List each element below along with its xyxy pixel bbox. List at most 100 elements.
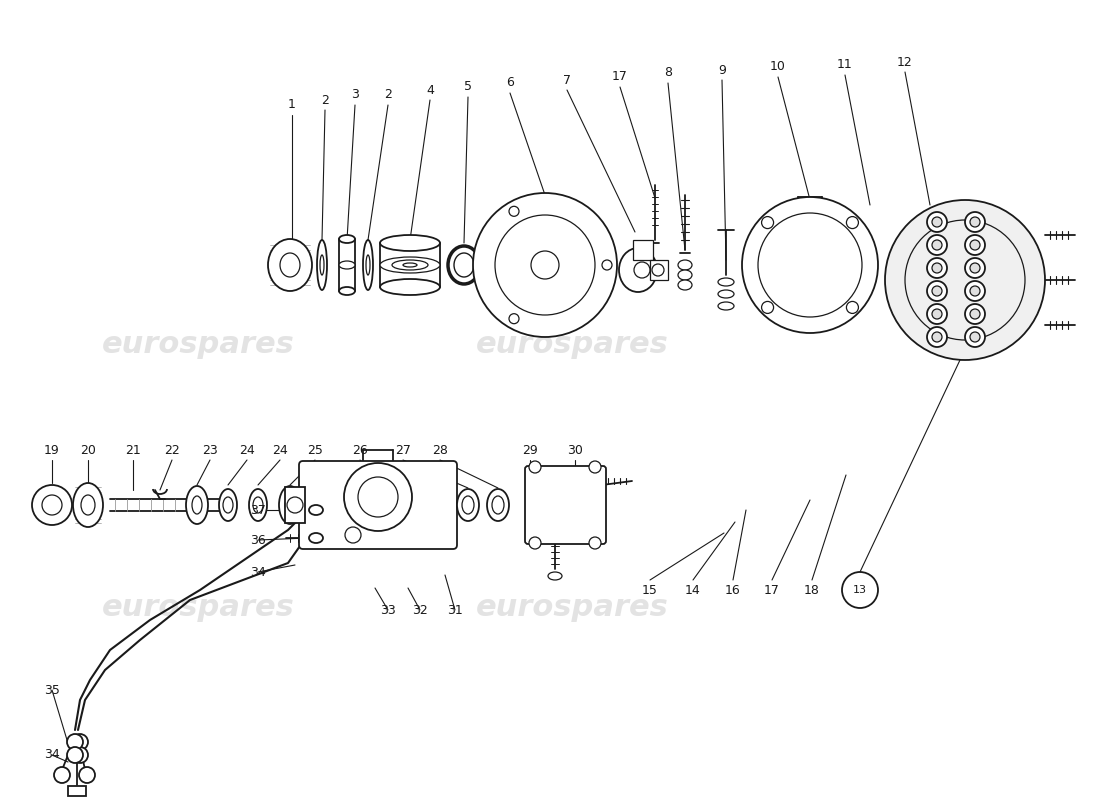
- Text: 13: 13: [852, 585, 867, 595]
- Circle shape: [886, 200, 1045, 360]
- Circle shape: [531, 251, 559, 279]
- Text: 16: 16: [725, 583, 741, 597]
- Circle shape: [758, 213, 862, 317]
- Circle shape: [970, 286, 980, 296]
- Bar: [650, 260, 668, 280]
- Circle shape: [495, 215, 595, 315]
- Text: 25: 25: [307, 443, 323, 457]
- Circle shape: [473, 193, 617, 337]
- Circle shape: [927, 212, 947, 232]
- Circle shape: [927, 235, 947, 255]
- Circle shape: [761, 217, 773, 229]
- Circle shape: [345, 527, 361, 543]
- FancyBboxPatch shape: [525, 466, 606, 544]
- Circle shape: [344, 463, 412, 531]
- Text: 31: 31: [447, 603, 463, 617]
- Text: 17: 17: [612, 70, 628, 83]
- Text: 27: 27: [395, 443, 411, 457]
- Ellipse shape: [363, 240, 373, 290]
- Ellipse shape: [223, 497, 233, 513]
- Ellipse shape: [548, 572, 562, 580]
- Circle shape: [79, 767, 95, 783]
- Ellipse shape: [219, 489, 236, 521]
- Circle shape: [634, 262, 650, 278]
- Circle shape: [529, 461, 541, 473]
- Text: 12: 12: [898, 55, 913, 69]
- Ellipse shape: [192, 496, 202, 514]
- Circle shape: [970, 240, 980, 250]
- Text: 23: 23: [202, 443, 218, 457]
- Circle shape: [602, 260, 612, 270]
- Bar: [632, 240, 653, 260]
- Ellipse shape: [448, 246, 480, 284]
- Text: eurospares: eurospares: [101, 594, 295, 622]
- Text: 18: 18: [804, 583, 820, 597]
- Text: 9: 9: [718, 63, 726, 77]
- Text: 30: 30: [568, 443, 583, 457]
- Circle shape: [742, 197, 878, 333]
- Circle shape: [358, 477, 398, 517]
- Ellipse shape: [280, 253, 300, 277]
- Text: 26: 26: [352, 443, 367, 457]
- Circle shape: [932, 263, 942, 273]
- Ellipse shape: [253, 497, 263, 513]
- Text: 3: 3: [351, 89, 359, 102]
- Circle shape: [509, 206, 519, 216]
- Ellipse shape: [454, 253, 474, 277]
- Circle shape: [927, 281, 947, 301]
- Ellipse shape: [73, 483, 103, 527]
- Circle shape: [965, 212, 985, 232]
- Circle shape: [846, 217, 858, 229]
- Ellipse shape: [619, 248, 657, 292]
- Ellipse shape: [309, 533, 323, 543]
- Text: 37: 37: [250, 503, 266, 517]
- Circle shape: [965, 258, 985, 278]
- Ellipse shape: [487, 489, 509, 521]
- Text: 20: 20: [80, 443, 96, 457]
- Circle shape: [72, 747, 88, 763]
- Circle shape: [761, 302, 773, 314]
- Text: 22: 22: [164, 443, 180, 457]
- Circle shape: [927, 304, 947, 324]
- Circle shape: [529, 537, 541, 549]
- Text: 33: 33: [381, 603, 396, 617]
- Ellipse shape: [379, 257, 440, 273]
- Ellipse shape: [339, 287, 355, 295]
- Circle shape: [932, 332, 942, 342]
- Ellipse shape: [678, 270, 692, 280]
- Ellipse shape: [678, 260, 692, 270]
- Circle shape: [842, 572, 878, 608]
- Text: 5: 5: [464, 81, 472, 94]
- Text: 4: 4: [426, 83, 433, 97]
- Ellipse shape: [366, 255, 370, 275]
- Ellipse shape: [320, 255, 324, 275]
- Text: 21: 21: [125, 443, 141, 457]
- Ellipse shape: [379, 235, 440, 251]
- Text: 14: 14: [685, 583, 701, 597]
- Text: 11: 11: [837, 58, 852, 71]
- Text: 29: 29: [522, 443, 538, 457]
- Ellipse shape: [678, 280, 692, 290]
- Circle shape: [32, 485, 72, 525]
- Circle shape: [965, 281, 985, 301]
- Text: 34: 34: [44, 749, 59, 762]
- Text: 6: 6: [506, 77, 514, 90]
- Bar: [285, 487, 305, 523]
- Ellipse shape: [462, 496, 474, 514]
- Ellipse shape: [186, 486, 208, 524]
- Circle shape: [588, 537, 601, 549]
- Ellipse shape: [309, 505, 323, 515]
- Circle shape: [965, 327, 985, 347]
- Ellipse shape: [339, 235, 355, 243]
- Circle shape: [970, 309, 980, 319]
- Circle shape: [652, 264, 664, 276]
- Text: 32: 32: [412, 603, 428, 617]
- Circle shape: [42, 495, 62, 515]
- Text: 7: 7: [563, 74, 571, 86]
- Ellipse shape: [379, 279, 440, 295]
- Text: 10: 10: [770, 61, 785, 74]
- Ellipse shape: [285, 496, 295, 514]
- Text: 19: 19: [44, 443, 59, 457]
- Text: 24: 24: [272, 443, 288, 457]
- Ellipse shape: [392, 260, 428, 270]
